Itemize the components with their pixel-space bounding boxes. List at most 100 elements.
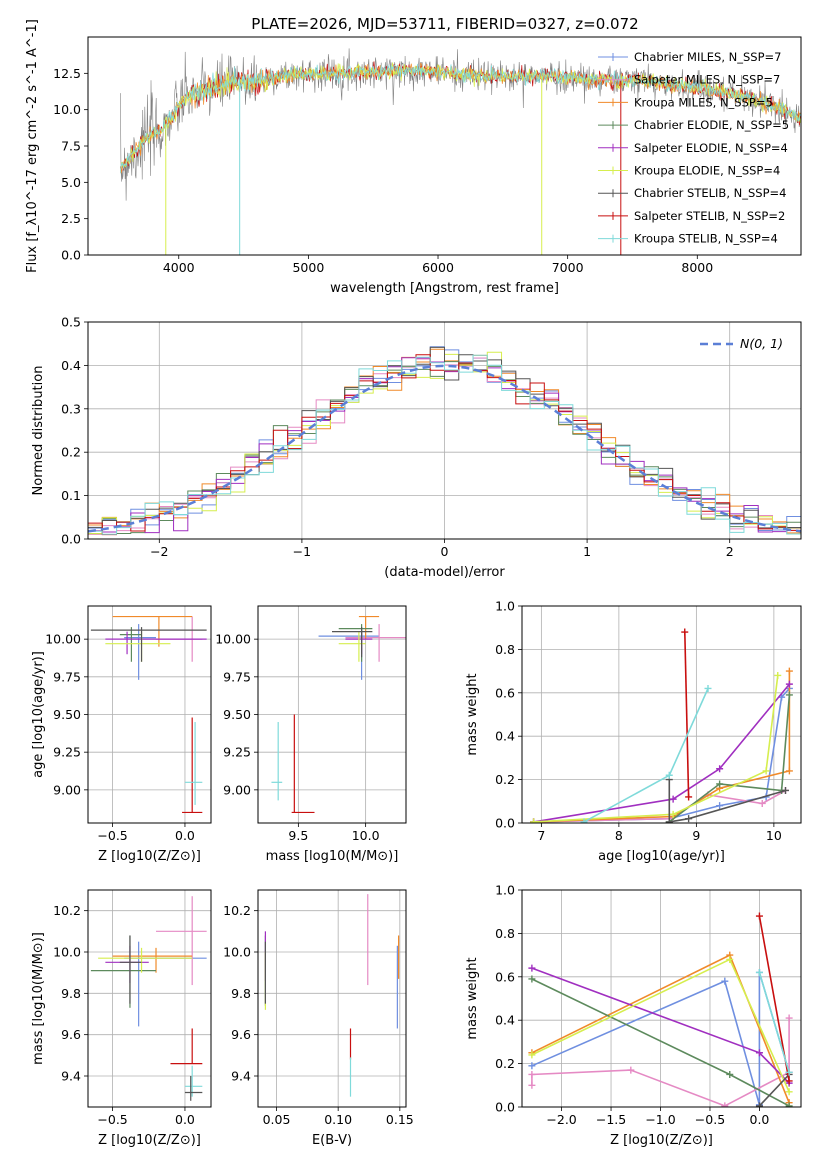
- x-tick-label: −1.5: [596, 1112, 626, 1127]
- x-tick-label: −0.5: [97, 828, 127, 843]
- y-tick-label: 0.3: [61, 401, 81, 416]
- x-tick-label: 0.0: [750, 1112, 770, 1127]
- y-tick-label: 2.5: [61, 211, 81, 226]
- series-marker: [774, 671, 782, 679]
- spectrum-panel: 4000 5000 6000 7000 8000 0.0 2.5 5.0 7.5 10.0 12.5…: [25, 19, 802, 296]
- series-line: [668, 694, 791, 823]
- y-tick-label: 10.00: [45, 632, 81, 647]
- legend-label: Salpeter ELODIE, N_SSP=4: [634, 141, 788, 155]
- series-marker: [716, 802, 724, 810]
- series-marker: [755, 968, 763, 976]
- x-tick-label: 9: [692, 828, 700, 843]
- series-marker: [528, 964, 536, 972]
- y-tick-label: 9.6: [61, 1027, 81, 1042]
- y-tick-label: 10.2: [223, 903, 251, 918]
- series-line: [684, 631, 690, 798]
- y-tick-label: 9.8: [231, 986, 251, 1001]
- y-tick-label: 10.2: [53, 903, 81, 918]
- y-axis-label: mass weight: [465, 673, 480, 755]
- x-axis-label: Z [log10(Z/Z⊙)]: [98, 849, 201, 864]
- errorbars: [90, 896, 207, 1101]
- x-tick-label: 7: [537, 828, 545, 843]
- y-tick-label: 0.0: [495, 1100, 515, 1115]
- spectrum-lines: [120, 48, 801, 255]
- x-tick-label: 5000: [292, 260, 324, 275]
- series-line: [533, 675, 779, 823]
- x-axis-label: Z [log10(Z/Z⊙)]: [610, 1133, 713, 1148]
- y-axis-label: Normed distribution: [31, 366, 46, 496]
- y-tick-label: 0.2: [495, 772, 515, 787]
- series-marker: [721, 977, 729, 985]
- y-tick-label: 10.0: [53, 102, 81, 117]
- series-marker: [685, 815, 693, 823]
- y-tick-label: 9.25: [53, 745, 81, 760]
- figure-title: PLATE=2026, MJD=53711, FIBERID=0327, z=0…: [251, 15, 638, 33]
- x-tick-label: 8: [615, 828, 623, 843]
- x-tick-label: −1.0: [645, 1112, 675, 1127]
- y-tick-label: 0.2: [495, 1056, 515, 1071]
- age-vs-mass-panel: 9.5 10.0 9.00 9.25 9.50 9.75 10.00 mass [log10(…: [215, 605, 407, 864]
- series-marker: [528, 1081, 536, 1089]
- y-axis-label: Flux [f_λ10^-17 erg cm^-2 s^-1 A^-1]: [25, 19, 40, 273]
- y-axis-label: mass [log10(M/M⊙)]: [31, 932, 46, 1065]
- series-marker: [785, 1088, 793, 1096]
- legend-label: Kroupa STELIB, N_SSP=4: [634, 232, 778, 246]
- series-marker: [755, 912, 763, 920]
- series-marker: [785, 667, 793, 675]
- y-tick-label: 0.8: [495, 642, 515, 657]
- mass-vs-ebv-panel: 0.05 0.10 0.15 9.4 9.6 9.8 10.0 10.2 E(B-V): [223, 889, 414, 1148]
- y-tick-label: 0.0: [61, 532, 81, 547]
- y-tick-label: 9.50: [223, 707, 251, 722]
- x-tick-label: 2: [726, 544, 734, 559]
- axes-frame: [521, 889, 802, 1108]
- series-marker: [721, 1102, 729, 1107]
- y-tick-label: 0.5: [61, 315, 81, 330]
- series-marker: [704, 684, 712, 692]
- y-tick-label: 9.00: [223, 782, 251, 797]
- y-tick-label: 10.00: [215, 632, 251, 647]
- errorbars: [264, 894, 400, 1097]
- x-tick-label: 0: [441, 544, 449, 559]
- x-tick-label: 1: [583, 544, 591, 559]
- series-marker: [785, 1102, 793, 1107]
- legend-label: Kroupa ELODIE, N_SSP=4: [634, 164, 780, 178]
- series-line: [758, 972, 790, 1073]
- series-marker: [785, 767, 793, 775]
- age-vs-Z-panel: −0.5 0.0 9.00 9.25 9.50 9.75 10.00 Z [log10(Z/Z…: [31, 605, 212, 864]
- model-spectrum-line: [120, 63, 801, 174]
- series-marker: [685, 793, 693, 801]
- series-marker: [669, 810, 677, 818]
- x-tick-label: −2.0: [546, 1112, 576, 1127]
- x-tick-label: 10.0: [352, 828, 380, 843]
- x-tick-label: 0.0: [175, 828, 195, 843]
- y-tick-label: 9.50: [53, 707, 81, 722]
- normal-curve-line: [88, 364, 801, 533]
- legend-label: Salpeter MILES, N_SSP=7: [634, 73, 780, 87]
- series-marker: [785, 1077, 793, 1085]
- x-tick-label: −0.5: [97, 1112, 127, 1127]
- series-marker: [627, 1066, 635, 1074]
- y-tick-label: 1.0: [495, 599, 515, 614]
- x-tick-label: 9.5: [288, 828, 308, 843]
- weight-vs-Z-panel: −2.0 −1.5 −1.0 −0.5 0.0 0.0 0.2 0.4 0.6 0.8 1.0 Z […: [465, 883, 802, 1148]
- legend-label: Chabrier STELIB, N_SSP=4: [634, 186, 786, 200]
- y-axis-label: mass weight: [465, 957, 480, 1039]
- y-tick-label: 0.6: [495, 969, 515, 984]
- series-marker: [785, 1014, 793, 1022]
- axes-frame: [257, 889, 407, 1108]
- series-marker: [681, 628, 689, 636]
- series-marker: [716, 765, 724, 773]
- y-tick-label: 10.0: [223, 945, 251, 960]
- series-marker: [665, 771, 673, 779]
- y-tick-label: 0.1: [61, 488, 81, 503]
- x-tick-label: −1: [293, 544, 311, 559]
- series-marker: [530, 818, 538, 823]
- series-marker: [755, 1049, 763, 1057]
- x-tick-label: 0.05: [263, 1112, 291, 1127]
- y-tick-label: 12.5: [53, 66, 81, 81]
- series-marker: [785, 680, 793, 688]
- legend-label: Salpeter STELIB, N_SSP=2: [634, 209, 785, 223]
- legend-label: Kroupa MILES, N_SSP=5: [634, 95, 773, 109]
- y-tick-label: 0.0: [495, 816, 515, 831]
- series-line: [583, 688, 709, 823]
